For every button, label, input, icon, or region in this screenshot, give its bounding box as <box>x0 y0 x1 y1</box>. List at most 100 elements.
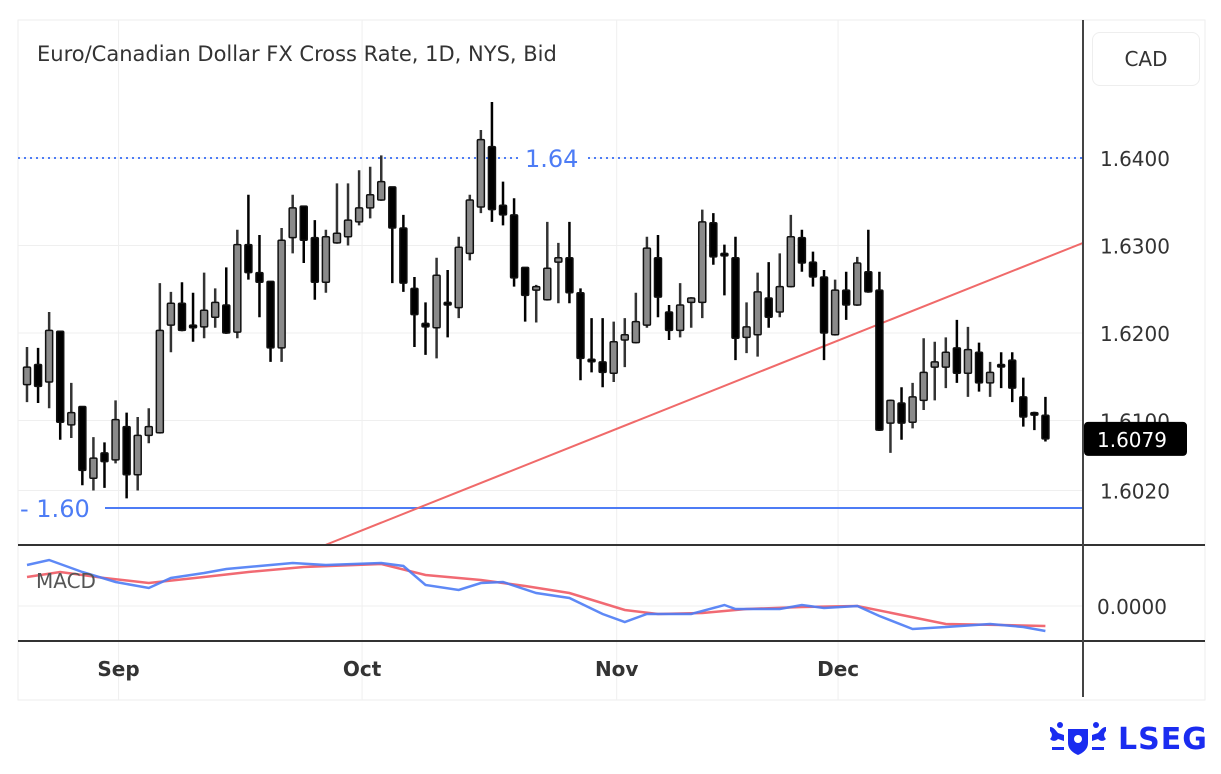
lseg-logo: LSEG <box>1046 721 1208 757</box>
candle <box>509 198 519 287</box>
candle <box>199 272 209 339</box>
candle-body <box>354 207 364 223</box>
candle-body <box>531 285 541 291</box>
candle-body <box>233 243 242 333</box>
candle-body <box>686 297 696 304</box>
candle-body <box>919 371 928 402</box>
level-label: - 1.60 <box>20 495 90 523</box>
candle <box>266 280 275 362</box>
candle-body <box>432 274 441 329</box>
candle-body <box>277 239 286 349</box>
candle <box>775 253 785 318</box>
candle-body <box>89 457 98 479</box>
candle <box>67 382 76 438</box>
candle <box>974 342 984 392</box>
candle-body <box>952 347 962 374</box>
candle-body <box>897 402 906 424</box>
y-tick-label: 1.6200 <box>1100 322 1170 346</box>
candle-body <box>864 271 873 293</box>
candle-body <box>100 452 109 463</box>
candle-body <box>675 304 685 332</box>
candle <box>388 186 397 284</box>
candle <box>410 277 419 347</box>
candle <box>886 399 895 453</box>
candle-body <box>576 292 585 360</box>
x-tick-label: Nov <box>595 657 639 681</box>
candle <box>288 194 297 254</box>
trendline <box>325 241 1083 545</box>
candle-body <box>819 276 829 334</box>
candle-body <box>941 351 951 368</box>
candle <box>520 266 530 322</box>
candle <box>686 297 696 328</box>
macd-line <box>26 558 1046 633</box>
candle <box>233 229 242 339</box>
candle-body <box>33 363 43 388</box>
candle-body <box>709 222 718 258</box>
candle <box>22 347 32 403</box>
candle-body <box>365 194 375 209</box>
candle <box>576 288 585 381</box>
lseg-crest-icon <box>1050 722 1106 755</box>
candle <box>786 214 796 288</box>
candle-body <box>299 205 308 241</box>
candle <box>941 337 951 389</box>
candle-body <box>222 304 231 334</box>
candle <box>620 318 630 368</box>
candle-body <box>565 257 574 294</box>
candle-body <box>166 302 176 326</box>
x-tick-label: Dec <box>817 657 859 681</box>
candle <box>565 221 574 304</box>
candle-body <box>786 236 796 288</box>
candle <box>841 271 851 320</box>
candle-body <box>1030 411 1039 416</box>
candle-body <box>930 361 939 368</box>
candle-body <box>720 252 729 257</box>
candle <box>299 205 308 263</box>
candle <box>321 229 331 293</box>
candle-body <box>410 287 419 316</box>
candle <box>919 338 928 410</box>
candle-body <box>808 261 818 278</box>
candle-body <box>797 236 807 264</box>
candle-body <box>664 311 674 332</box>
candle <box>963 326 973 397</box>
candle-body <box>332 232 342 244</box>
candle-body <box>698 221 707 304</box>
candle <box>487 102 497 222</box>
candle-body <box>78 405 87 472</box>
candle <box>952 319 962 383</box>
candle-body <box>886 399 895 424</box>
candle <box>465 194 475 261</box>
candle <box>543 221 552 301</box>
candle-body <box>908 396 917 423</box>
candle-body <box>609 341 618 374</box>
candle <box>210 288 220 328</box>
candle-body <box>587 358 596 363</box>
candle <box>100 442 109 488</box>
lseg-logo-text: LSEG <box>1118 721 1208 757</box>
candle-body <box>642 247 652 326</box>
currency-button[interactable]: CAD <box>1092 32 1200 86</box>
candle-body <box>399 227 408 284</box>
currency-label: CAD <box>1124 47 1168 71</box>
candle <box>598 318 607 388</box>
candle <box>875 271 884 431</box>
candle-body <box>310 236 320 283</box>
candle <box>55 330 65 440</box>
candle <box>277 228 286 362</box>
candle <box>332 183 342 244</box>
candle <box>343 183 353 246</box>
candle <box>155 283 165 434</box>
candle-body <box>653 257 663 298</box>
macd-y-tick-label: 0.0000 <box>1097 595 1167 619</box>
candle-body <box>731 257 740 339</box>
candle <box>177 282 187 332</box>
candle-body <box>454 246 463 309</box>
candle <box>631 292 641 344</box>
candle-body <box>985 371 995 384</box>
candle <box>797 229 807 272</box>
candle-body <box>343 219 353 238</box>
candle <box>376 155 386 201</box>
candle-body <box>1041 414 1050 440</box>
